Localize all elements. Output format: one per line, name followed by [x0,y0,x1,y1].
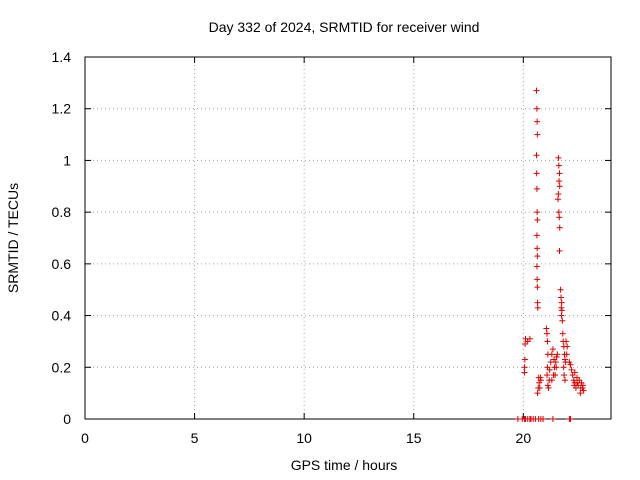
data-point [559,330,566,337]
data-point [534,304,541,311]
data-point [552,359,559,366]
data-point [558,299,565,306]
data-point [556,247,563,254]
data-point [534,276,541,283]
data-point [544,382,551,389]
x-tick-label: 10 [296,430,312,446]
data-point [568,366,575,373]
data-point [534,118,541,125]
y-tick-label: 1.4 [52,49,72,65]
x-axis-label: GPS time / hours [291,457,398,473]
data-point [526,335,533,342]
data-point [533,87,540,94]
data-point [571,369,578,376]
data-point [556,170,563,177]
data-point [580,387,587,394]
x-tick-label: 15 [406,430,422,446]
data-point [544,372,551,379]
data-point [554,351,561,358]
data-point [553,364,560,371]
data-point [555,154,562,161]
chart-title: Day 332 of 2024, SRMTID for receiver win… [209,19,480,35]
data-point [555,209,562,216]
data-point [537,377,544,384]
data-point [556,214,563,221]
data-point [534,253,541,260]
data-point [556,178,563,185]
data-point [556,183,563,190]
y-axis-label: SRMTID / TECUs [5,183,21,293]
data-point [534,284,541,291]
data-point [544,330,551,337]
data-point [564,343,571,350]
grid [85,57,611,419]
data-point [549,346,556,353]
data-point [548,351,555,358]
data-point [558,304,565,311]
data-point [549,416,556,422]
data-points [514,87,587,422]
data-point [534,216,541,223]
data-point [558,312,565,319]
y-tick-label: 0 [63,411,71,427]
data-point [555,191,562,198]
data-point [533,170,540,177]
axis-ticks: 0 5 10 15 20 0 0.2 0.4 0.6 0.8 1 1.2 1.4 [52,49,611,446]
data-point [534,131,541,138]
y-tick-label: 0.6 [52,256,72,272]
data-point [534,245,541,252]
data-point [533,263,540,270]
data-point [570,377,577,384]
data-point [521,356,528,363]
data-point [555,162,562,169]
data-point [545,384,552,391]
data-point [574,379,581,386]
data-point [559,317,566,324]
data-point [557,286,564,293]
y-tick-label: 1.2 [52,101,72,117]
data-point [534,209,541,216]
x-tick-label: 0 [81,430,89,446]
data-point [561,377,568,384]
data-point [533,232,540,239]
data-point [567,361,574,368]
data-point [540,416,547,422]
data-point [547,359,554,366]
data-point [560,364,567,371]
data-point [521,364,528,371]
data-point [563,351,570,358]
data-point [561,372,568,379]
data-point [553,353,560,360]
y-tick-label: 0.8 [52,204,72,220]
x-tick-label: 5 [191,430,199,446]
data-point [521,369,528,376]
data-point [556,224,563,231]
plot-frame [84,56,612,420]
data-point [533,185,540,192]
data-point [548,377,555,384]
data-point [536,384,543,391]
data-point [543,325,550,332]
data-point [544,338,551,345]
data-point [534,299,541,306]
data-point [577,390,584,397]
x-tick-label: 20 [516,430,532,446]
data-point [554,196,561,203]
data-point [546,366,553,373]
y-tick-label: 0.2 [52,359,72,375]
data-point [563,338,570,345]
data-point [533,105,540,112]
data-point [533,152,540,159]
data-point [534,390,541,397]
data-point [558,294,565,301]
data-point [566,359,573,366]
data-point [558,307,565,314]
data-point [567,416,574,422]
y-tick-label: 0.4 [52,308,72,324]
data-point [552,372,559,379]
y-tick-label: 1 [63,152,71,168]
data-point [579,382,586,389]
data-point [522,341,529,348]
